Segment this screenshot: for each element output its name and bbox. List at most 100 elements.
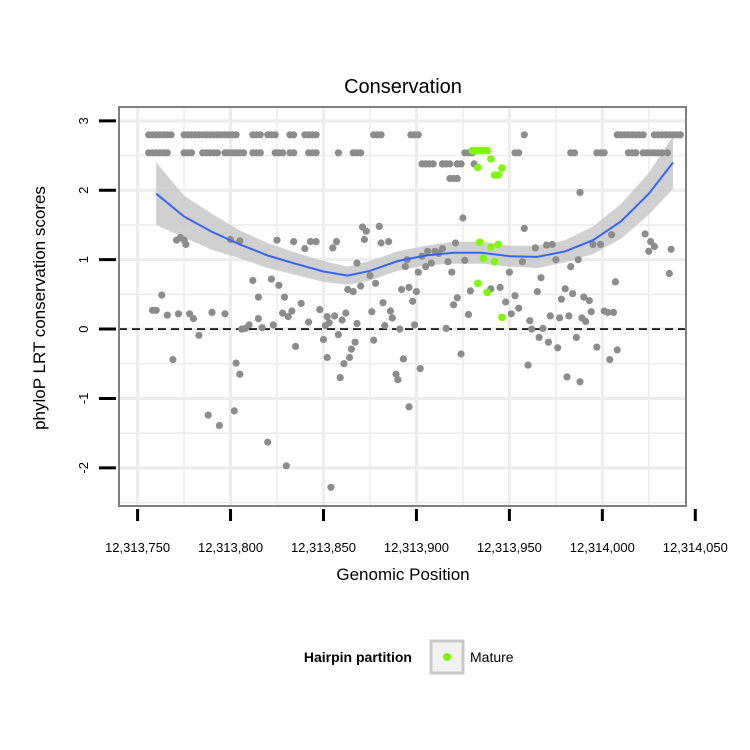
plot-area: 12,313,750 12,313,800 12,313,850 12,313,900… <box>76 106 728 555</box>
data-point-other <box>528 325 536 333</box>
data-point-other <box>457 160 465 168</box>
data-point-other <box>658 149 666 157</box>
data-point-other <box>379 299 387 307</box>
data-point-other <box>409 297 417 305</box>
data-point-other <box>280 293 289 301</box>
data-point-other <box>466 287 474 295</box>
data-point-other <box>606 356 614 364</box>
data-point-other <box>576 188 584 196</box>
data-point-mature <box>498 313 506 322</box>
data-point-other <box>543 241 551 249</box>
plot-panel <box>119 107 686 506</box>
data-point-other <box>520 224 528 232</box>
data-point-other <box>189 315 197 323</box>
data-point-other <box>163 149 171 157</box>
data-point-other <box>254 315 262 323</box>
data-point-other <box>290 149 298 157</box>
data-point-other <box>306 238 315 246</box>
data-point-other <box>385 238 393 246</box>
data-point-other <box>256 149 264 157</box>
data-point-other <box>269 321 277 329</box>
data-point-other <box>561 285 569 293</box>
data-point-mature <box>498 164 506 172</box>
data-point-other <box>461 256 469 264</box>
data-point-other <box>613 346 621 354</box>
data-point-other <box>611 278 620 286</box>
data-point-other <box>411 321 419 329</box>
data-point-other <box>552 256 560 264</box>
data-point-other <box>580 293 588 301</box>
data-point-other <box>290 238 298 246</box>
data-point-mature <box>475 238 484 247</box>
data-point-other <box>362 227 370 235</box>
data-point-other <box>319 335 328 344</box>
data-point-other <box>451 239 460 247</box>
data-point-other <box>353 259 361 267</box>
data-point-other <box>650 242 659 251</box>
data-point-other <box>570 149 579 157</box>
data-point-other <box>524 361 532 369</box>
data-point-other <box>647 238 655 246</box>
data-point-other <box>600 149 608 157</box>
data-point-other <box>282 462 290 470</box>
data-point-other <box>496 283 504 291</box>
legend-title: Hairpin partition <box>304 649 412 665</box>
data-point-other <box>264 438 272 446</box>
data-point-other <box>351 338 359 346</box>
data-point-mature <box>479 254 488 263</box>
legend-label-mature: Mature <box>470 649 514 665</box>
data-point-mature <box>474 163 482 172</box>
data-point-other <box>518 258 527 266</box>
data-point-other <box>515 149 523 157</box>
data-point-other <box>414 131 422 139</box>
data-point-mature <box>494 171 503 179</box>
data-point-other <box>230 407 238 415</box>
data-point-other <box>366 272 374 280</box>
y-axis-ticks: -2 -1 0 1 2 3 <box>76 117 116 474</box>
data-point-other <box>563 373 571 381</box>
data-point-other <box>240 149 248 157</box>
data-point-other <box>576 378 584 386</box>
data-point-other <box>186 310 194 318</box>
data-point-other <box>325 319 333 327</box>
data-point-other <box>515 304 523 312</box>
data-point-other <box>347 345 355 353</box>
data-point-other <box>357 282 365 290</box>
data-point-other <box>593 343 601 351</box>
data-point-other <box>459 214 467 222</box>
data-point-mature <box>483 146 491 155</box>
mature-points <box>468 146 506 322</box>
data-point-other <box>182 240 190 248</box>
data-point-other <box>639 131 647 139</box>
y-tick-label: -1 <box>76 393 91 405</box>
data-point-mature <box>474 279 482 288</box>
data-point-other <box>340 360 348 368</box>
data-point-mature <box>483 288 491 297</box>
data-point-other <box>502 298 510 306</box>
legend: Hairpin partition Mature <box>304 639 514 675</box>
data-point-other <box>546 312 554 320</box>
x-tick-label: 12,313,750 <box>105 540 170 555</box>
data-point-other <box>539 324 547 332</box>
data-point-other <box>520 131 528 139</box>
chart-title: Conservation <box>344 76 462 98</box>
data-point-other <box>258 324 266 332</box>
data-point-other <box>215 421 223 430</box>
data-point-other <box>342 309 350 317</box>
data-point-other <box>254 293 262 301</box>
data-point-other <box>301 245 309 253</box>
data-point-other <box>292 342 300 350</box>
data-point-other <box>368 308 376 316</box>
data-point-other <box>256 131 264 139</box>
data-point-other <box>312 131 320 139</box>
data-point-other <box>604 308 612 316</box>
data-point-other <box>360 235 368 244</box>
data-point-other <box>511 292 519 300</box>
data-point-other <box>204 411 212 419</box>
data-point-other <box>416 365 424 373</box>
data-point-other <box>381 322 389 330</box>
data-point-other <box>394 376 402 384</box>
data-point-other <box>312 238 320 246</box>
data-point-other <box>334 149 342 157</box>
